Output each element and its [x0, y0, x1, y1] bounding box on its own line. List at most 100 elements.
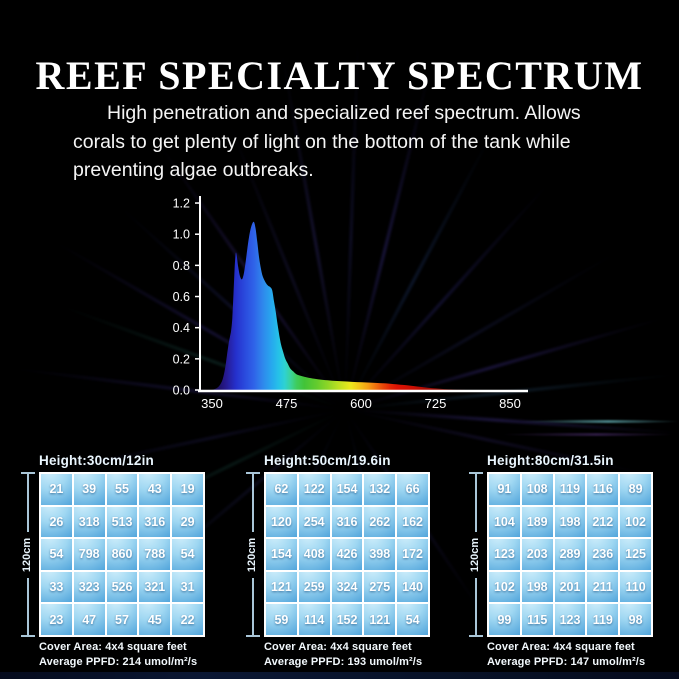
grid-cell: 318: [72, 505, 106, 539]
dimension-indicator: 120cm: [244, 472, 261, 637]
grid-cell: 120: [265, 505, 298, 539]
dimension-label: 120cm: [246, 537, 259, 572]
dimension-line: [474, 474, 477, 532]
panel-height-label: Height:80cm/31.5in: [487, 453, 614, 468]
grid-cell: 132: [363, 473, 397, 506]
grid-cell: 408: [297, 538, 331, 571]
cyan-light-streak: [520, 420, 679, 423]
grid-cell: 788: [138, 538, 172, 571]
x-tick-label: 600: [350, 396, 372, 411]
grid-cell: 47: [72, 603, 106, 636]
panel-footer: Cover Area: 4x4 square feet Average PPFD…: [487, 640, 645, 669]
dimension-label-wrap: 120cm: [244, 532, 261, 578]
grid-cell: 43: [138, 473, 172, 506]
grid-cell: 114: [297, 603, 331, 636]
grid-cell: 323: [72, 570, 106, 604]
spectrum-svg: 0.0 0.2 0.4 0.6 0.8 1.0 1.2 350 475 600 725 850: [173, 196, 528, 411]
dimension-cap-top: [468, 472, 483, 474]
grid-cell: 198: [520, 570, 554, 604]
grid-cell: 31: [171, 570, 204, 604]
grid-cell: 29: [171, 505, 204, 539]
x-tick-label: 350: [201, 396, 223, 411]
grid-cell: 116: [586, 473, 620, 506]
dimension-cap-top: [20, 472, 35, 474]
grid-cell: 39: [72, 473, 106, 506]
ppfd-panel-80cm: Height:80cm/31.5in 120cm 91 108 119 116 89 10…: [456, 440, 679, 679]
panel-height-label: Height:30cm/12in: [39, 453, 154, 468]
grid-cell: 154: [265, 538, 298, 571]
grid-cell: 254: [297, 505, 331, 539]
grid-cell: 122: [297, 473, 331, 506]
dimension-label: 120cm: [469, 537, 482, 572]
y-tick-label: 1.2: [173, 197, 190, 211]
grid-cell: 154: [330, 473, 364, 506]
dimension-line: [251, 577, 254, 635]
panel-footer: Cover Area: 4x4 square feet Average PPFD…: [39, 640, 197, 669]
grid-cell: 99: [488, 603, 521, 636]
grid-cell: 316: [138, 505, 172, 539]
dimension-label-wrap: 120cm: [19, 532, 36, 578]
grid-cell: 19: [171, 473, 204, 506]
y-tick-label: 0.4: [173, 321, 190, 335]
ppfd-panel-50cm: Height:50cm/19.6in 120cm 62 122 154 132 66 12…: [233, 440, 457, 679]
grid-cell: 212: [586, 505, 620, 539]
grid-cell: 62: [265, 473, 298, 506]
panel-footer: Cover Area: 4x4 square feet Average PPFD…: [264, 640, 422, 669]
y-tick-label: 1.0: [173, 228, 190, 242]
panel-height-label: Height:50cm/19.6in: [264, 453, 391, 468]
y-tick-label: 0.6: [173, 290, 190, 304]
grid-cell: 189: [520, 505, 554, 539]
grid-cell: 102: [488, 570, 521, 604]
grid-cell: 172: [396, 538, 429, 571]
grid-cell: 262: [363, 505, 397, 539]
grid-cell: 119: [586, 603, 620, 636]
bottom-edge-strip: [0, 672, 679, 679]
grid-cell: 59: [265, 603, 298, 636]
x-tick-label: 725: [425, 396, 447, 411]
grid-cell: 110: [619, 570, 652, 604]
grid-cell: 513: [105, 505, 139, 539]
dimension-indicator: 120cm: [467, 472, 484, 637]
page-title: REEF SPECIALTY SPECTRUM: [35, 53, 644, 98]
grid-cell: 203: [520, 538, 554, 571]
y-tick-label: 0.8: [173, 259, 190, 273]
grid-cell: 26: [40, 505, 73, 539]
cover-area-label: Cover Area: 4x4 square feet: [487, 641, 635, 653]
spectrum-chart: 0.0 0.2 0.4 0.6 0.8 1.0 1.2 350 475 600 725 850: [140, 186, 560, 422]
spectrum-area: [212, 221, 466, 390]
grid-cell: 23: [40, 603, 73, 636]
ppfd-grid: 21 39 55 43 19 26 318 513 316 29 54 798 860 788 54 33 32…: [39, 472, 205, 637]
grid-cell: 119: [553, 473, 587, 506]
grid-cell: 398: [363, 538, 397, 571]
grid-cell: 125: [619, 538, 652, 571]
grid-cell: 33: [40, 570, 73, 604]
grid-cell: 54: [171, 538, 204, 571]
grid-cell: 121: [265, 570, 298, 604]
dimension-cap-bottom: [245, 635, 260, 637]
avg-ppfd-label: Average PPFD: 214 umol/m²/s: [39, 655, 198, 668]
cover-area-label: Cover Area: 4x4 square feet: [264, 641, 412, 653]
grid-cell: 321: [138, 570, 172, 604]
grid-cell: 45: [138, 603, 172, 636]
grid-cell: 289: [553, 538, 587, 571]
ppfd-panel-30cm: Height:30cm/12in 120cm 21 39 55 43 19 26 318 51…: [8, 440, 232, 679]
magenta-light-streak: [500, 433, 675, 436]
dimension-line: [26, 577, 29, 635]
dimension-line: [474, 577, 477, 635]
grid-cell: 860: [105, 538, 139, 571]
dimension-line: [26, 474, 29, 532]
y-tick-label: 0.2: [173, 352, 190, 366]
x-tick-label: 475: [276, 396, 298, 411]
y-tick-label: 0.0: [173, 384, 190, 398]
grid-cell: 123: [553, 603, 587, 636]
dimension-cap-bottom: [20, 635, 35, 637]
grid-cell: 316: [330, 505, 364, 539]
dimension-line: [251, 474, 254, 532]
dimension-label: 120cm: [21, 537, 34, 572]
grid-cell: 104: [488, 505, 521, 539]
dimension-label-wrap: 120cm: [467, 532, 484, 578]
grid-cell: 152: [330, 603, 364, 636]
grid-cell: 236: [586, 538, 620, 571]
grid-cell: 55: [105, 473, 139, 506]
